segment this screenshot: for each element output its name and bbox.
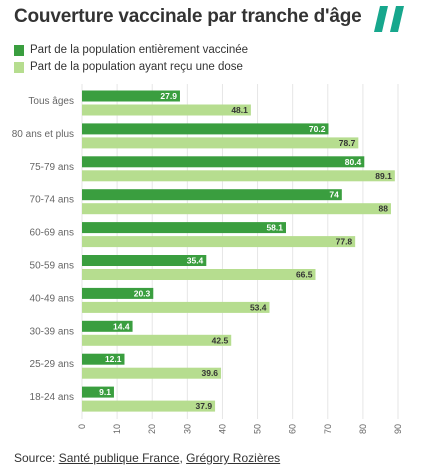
legend-label-dose: Part de la population ayant reçu une dos… — [30, 61, 243, 73]
data-label-dose: 37.9 — [196, 401, 213, 411]
x-tick-label: 80 — [358, 424, 368, 434]
source-line: Source: Santé publique France, Grégory R… — [14, 451, 280, 465]
huffpost-logo — [374, 6, 404, 32]
data-label-full: 27.9 — [160, 91, 177, 101]
bar-dose — [82, 170, 395, 182]
bar-dose — [82, 137, 359, 149]
source-prefix: Source: — [14, 451, 59, 465]
x-tick-label: 20 — [147, 424, 157, 434]
bar-full — [82, 255, 207, 266]
category-label: 18-24 ans — [30, 392, 74, 403]
x-tick-label: 10 — [112, 424, 122, 434]
category-label: 60-69 ans — [30, 228, 74, 239]
data-label-full: 80.4 — [345, 157, 362, 167]
category-label: 25-29 ans — [30, 359, 74, 370]
bar-full — [82, 320, 133, 332]
legend-swatch-dose — [14, 61, 24, 73]
x-tick-label: 50 — [253, 424, 263, 434]
legend-item-full: Part de la population entièrement vaccin… — [14, 42, 248, 58]
data-label-full: 70.2 — [309, 124, 326, 134]
bar-dose — [82, 334, 232, 346]
x-tick-label: 30 — [182, 424, 192, 434]
bar-dose — [82, 269, 316, 280]
bar-full — [82, 90, 180, 102]
source-link-author[interactable]: Grégory Rozières — [186, 451, 281, 465]
data-label-dose: 42.5 — [212, 335, 229, 345]
category-label: 70-74 ans — [30, 195, 74, 206]
x-tick-label: 70 — [323, 424, 333, 434]
legend-label-full: Part de la population entièrement vaccin… — [30, 44, 249, 56]
data-label-dose: 78.7 — [339, 138, 356, 148]
data-label-dose: 77.8 — [336, 237, 353, 247]
data-label-full: 20.3 — [134, 288, 151, 298]
data-label-dose: 53.4 — [250, 302, 267, 312]
category-label: 50-59 ans — [30, 261, 74, 272]
bar-full — [82, 123, 329, 135]
bar-dose — [82, 203, 391, 215]
bar-full — [82, 386, 114, 398]
bar-full — [82, 353, 125, 365]
category-label: 80 ans et plus — [12, 129, 74, 140]
bar-dose — [82, 400, 216, 412]
chart-title: Couverture vaccinale par tranche d'âge — [14, 6, 362, 27]
bar-full — [82, 287, 154, 299]
bar-dose — [82, 367, 222, 379]
legend: Part de la population entièrement vaccin… — [14, 42, 248, 76]
bar-dose — [82, 104, 251, 116]
bar-full — [82, 156, 365, 168]
source-separator: , — [179, 451, 187, 465]
data-label-full: 12.1 — [105, 354, 122, 364]
bar-dose — [82, 301, 270, 313]
data-label-full: 58.1 — [266, 223, 283, 233]
data-label-dose: 89.1 — [375, 171, 392, 181]
x-tick-label: 0 — [77, 424, 87, 429]
bar-full — [82, 189, 342, 201]
data-label-full: 14.4 — [113, 321, 130, 331]
legend-item-dose: Part de la population ayant reçu une dos… — [14, 59, 248, 75]
bar-full — [82, 222, 286, 234]
bar-chart: Tous âges 27.9 48.1 80 ans et plus 70.2 78.7 7… — [12, 84, 403, 434]
legend-swatch-full — [14, 44, 24, 56]
x-tick-label: 90 — [393, 424, 403, 434]
data-label-dose: 66.5 — [296, 270, 313, 280]
bar-dose — [82, 236, 356, 248]
data-label-full: 35.4 — [187, 256, 204, 266]
data-label-dose: 39.6 — [201, 368, 218, 378]
x-tick-label: 60 — [288, 424, 298, 434]
data-label-dose: 88 — [379, 204, 389, 214]
x-tick-label: 40 — [217, 424, 227, 434]
category-label: 75-79 ans — [30, 162, 74, 173]
category-label: 40-49 ans — [30, 293, 74, 304]
data-label-dose: 48.1 — [231, 105, 248, 115]
source-link-spf[interactable]: Santé publique France — [58, 451, 180, 465]
category-label: 30-39 ans — [30, 326, 74, 337]
data-label-full: 74 — [329, 190, 339, 200]
category-label: Tous âges — [28, 96, 74, 107]
data-label-full: 9.1 — [99, 387, 111, 397]
